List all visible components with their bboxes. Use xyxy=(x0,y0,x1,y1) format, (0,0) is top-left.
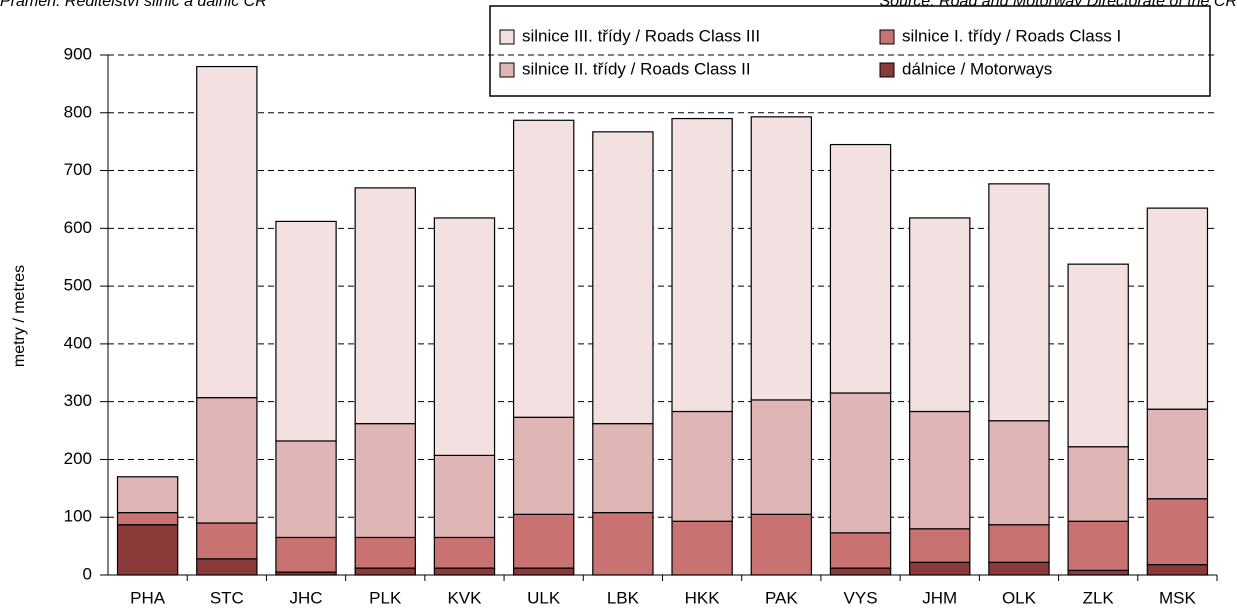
x-tick-label: MSK xyxy=(1159,588,1197,607)
bar-segment xyxy=(671,520,733,576)
bar-segment xyxy=(1146,408,1209,500)
y-tick-label: 900 xyxy=(64,44,92,63)
x-tick-label: JHC xyxy=(290,588,323,607)
bar-segment xyxy=(829,567,892,576)
bar-segment xyxy=(829,392,892,534)
bar-segment xyxy=(1067,263,1129,448)
x-tick-label: OLK xyxy=(1002,588,1037,607)
bar-segment xyxy=(354,423,416,539)
bar-segment xyxy=(116,511,179,526)
source-cz: Pramen: Ředitelství silnic a dálnic ČR xyxy=(0,0,267,10)
legend-swatch xyxy=(879,29,895,45)
bar-segment xyxy=(988,420,1050,526)
bar-segment xyxy=(1067,520,1129,571)
bar-segment xyxy=(512,513,575,569)
bar-segment xyxy=(354,536,416,569)
bar-segment xyxy=(592,423,654,514)
y-tick-label: 200 xyxy=(64,449,92,468)
source-en: Source: Road and Motorway Directorate of… xyxy=(880,0,1237,10)
bar-segment xyxy=(512,416,575,515)
x-tick-label: VYS xyxy=(844,588,878,607)
bar-segment xyxy=(275,536,337,573)
legend-label: silnice III. třídy / Roads Class III xyxy=(522,26,760,45)
bar-segment xyxy=(1067,569,1129,576)
x-tick-label: PLK xyxy=(369,588,402,607)
bar-segment xyxy=(988,524,1050,563)
x-tick-label: ZLK xyxy=(1083,588,1115,607)
bar-segment xyxy=(829,143,892,394)
bar-segment xyxy=(433,567,496,576)
y-tick-label: 300 xyxy=(64,391,92,410)
x-tick-label: LBK xyxy=(607,588,640,607)
bar-segment xyxy=(909,217,971,413)
bar-segment xyxy=(750,399,813,515)
bar-segment xyxy=(1146,563,1209,576)
x-tick-label: HKK xyxy=(685,588,721,607)
legend-swatch xyxy=(499,29,515,45)
bar-segment xyxy=(433,454,496,539)
y-axis-label: metry / metres xyxy=(11,265,28,367)
legend-swatch xyxy=(499,62,515,78)
bar-segment xyxy=(1146,498,1209,566)
bar-segment xyxy=(750,513,813,576)
legend-label: silnice I. třídy / Roads Class I xyxy=(902,26,1121,45)
bar-segment xyxy=(196,558,258,576)
y-tick-label: 100 xyxy=(64,507,92,526)
legend-label: dálnice / Motorways xyxy=(902,59,1052,78)
y-tick-label: 500 xyxy=(64,276,92,295)
bar-segment xyxy=(592,131,654,425)
bar-segment xyxy=(512,567,575,576)
bar-segment xyxy=(196,397,258,524)
bar-segment xyxy=(1146,207,1209,410)
x-tick-label: JHM xyxy=(922,588,957,607)
bar-segment xyxy=(354,187,416,425)
bar-segment xyxy=(196,65,258,399)
legend-label: silnice II. třídy / Roads Class II xyxy=(522,59,751,78)
bar-segment xyxy=(275,440,337,539)
y-tick-label: 600 xyxy=(64,218,92,237)
bar-segment xyxy=(433,536,496,569)
bar-segment xyxy=(1067,446,1129,522)
x-tick-label: PAK xyxy=(765,588,798,607)
x-tick-label: ULK xyxy=(527,588,561,607)
bar-segment xyxy=(512,119,575,418)
y-tick-label: 400 xyxy=(64,333,92,352)
bar-segment xyxy=(275,220,337,442)
bar-segment xyxy=(909,561,971,576)
bar-segment xyxy=(354,567,416,576)
bar-segment xyxy=(909,528,971,563)
bar-segment xyxy=(116,476,179,514)
bar-segment xyxy=(829,532,892,569)
x-tick-label: STC xyxy=(210,588,244,607)
bar-segment xyxy=(592,511,654,576)
bar-segment xyxy=(671,410,733,522)
y-tick-label: 0 xyxy=(83,564,92,583)
x-tick-label: PHA xyxy=(130,588,166,607)
legend-box xyxy=(489,5,1211,97)
legend-swatch xyxy=(879,62,895,78)
bar-segment xyxy=(116,524,179,576)
y-tick-label: 700 xyxy=(64,160,92,179)
bar-segment xyxy=(750,116,813,401)
bar-segment xyxy=(909,410,971,530)
bar-segment xyxy=(433,217,496,456)
y-tick-label: 800 xyxy=(64,102,92,121)
x-tick-label: KVK xyxy=(447,588,482,607)
bar-segment xyxy=(988,183,1050,422)
bar-segment xyxy=(988,561,1050,576)
bar-segment xyxy=(196,522,258,560)
bar-segment xyxy=(671,117,733,413)
